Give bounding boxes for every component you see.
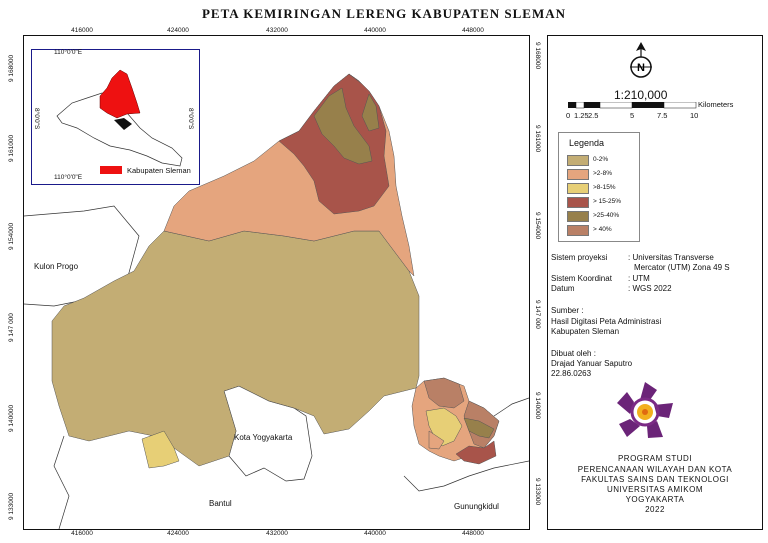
author-name: Drajad Yanuar Saputro	[551, 359, 633, 368]
source-line-2: Kabupaten Sleman	[551, 327, 620, 336]
coordinate-system-label: Sistem Koordinat	[551, 274, 612, 283]
y-tick-left-1: 9 168000	[8, 54, 15, 82]
legend-label: >2-8%	[593, 170, 612, 177]
inset-bottom-label: 110°0'0"E	[54, 174, 83, 181]
author-id: 22.86.0263	[551, 369, 592, 378]
x-tick-top-5: 448000	[462, 27, 484, 34]
scale-tick-4: 7.5	[657, 111, 668, 120]
institution-line-2: PERENCANAAN WILAYAH DAN KOTA	[577, 465, 733, 474]
slope-15-25-southeast	[455, 440, 497, 465]
inset-top-label: 110°0'0"E	[54, 49, 83, 56]
slope-map-svg	[24, 73, 529, 529]
y-tick-left-6: 9 133000	[8, 492, 15, 520]
datum-value: : WGS 2022	[628, 284, 672, 293]
x-tick-top-1: 416000	[71, 27, 93, 34]
y-tick-right-6: 9 133000	[534, 478, 541, 506]
institution-line-3: FAKULTAS SAINS DAN TEKNOLOGI	[581, 475, 729, 484]
legend: Legenda 0-2% >2-8% >8-15% > 15-25% >25-4…	[558, 132, 640, 242]
y-tick-left-3: 9 154000	[8, 222, 15, 250]
y-tick-right-2: 9 161000	[534, 125, 541, 153]
inset-province-outline	[56, 92, 183, 167]
legend-label: 0-2%	[593, 156, 609, 163]
y-tick-right-1: 9 168000	[534, 42, 541, 70]
legend-label: > 15-25%	[593, 198, 622, 205]
y-tick-right-5: 9 140000	[534, 392, 541, 420]
y-tick-left-4: 9 147 000	[8, 313, 15, 342]
author-label: Dibuat oleh :	[551, 349, 596, 358]
inset-svg	[56, 69, 183, 167]
institution-line-1: PROGRAM STUDI	[617, 454, 693, 463]
scale-tick-3: 5	[630, 111, 635, 120]
legend-swatch	[567, 155, 589, 166]
east-boundary	[493, 397, 529, 417]
label-gunungkidul: Gunungkidul	[454, 502, 499, 511]
x-tick-top-3: 432000	[266, 27, 288, 34]
slope-25-40-southeast	[463, 417, 495, 439]
x-tick-top-4: 440000	[364, 27, 386, 34]
scale-tick-2: 2.5	[588, 111, 599, 120]
institution-line-4: UNIVERSITAS AMIKOM	[607, 485, 703, 494]
label-kota-yogyakarta: Kota Yogyakarta	[234, 433, 293, 442]
y-tick-right-4: 9 147 000	[534, 300, 541, 329]
source-label: Sumber :	[551, 306, 584, 315]
slope-40-area-top	[348, 73, 370, 92]
info-panel: N 1:210,000 Kilometers 0 1.25 2.5 5 7.5 …	[547, 35, 763, 530]
slope-8-15-southwest	[141, 430, 180, 469]
y-tick-left-2: 9 161000	[8, 134, 15, 162]
projection-label: Sistem proyeksi	[551, 253, 608, 262]
slope-2-8-southeast-small	[428, 430, 445, 450]
north-arrow-icon: N	[630, 42, 652, 78]
y-tick-right-3: 9 154000	[534, 212, 541, 240]
legend-swatch	[567, 211, 589, 222]
x-tick-bottom-4: 440000	[364, 530, 386, 537]
west-boundary	[53, 435, 70, 529]
institution-line-5: YOGYAKARTA	[625, 495, 685, 504]
amikom-logo	[617, 382, 673, 438]
slope-40-southeast-1	[423, 377, 465, 409]
map-title: PETA KEMIRINGAN LERENG KABUPATEN SLEMAN	[201, 6, 567, 21]
north-letter: N	[637, 62, 645, 74]
label-kulon-progo: Kulon Progo	[34, 262, 79, 271]
scale-tick-5: 10	[690, 111, 699, 120]
inset-sleman-highlight	[99, 69, 141, 119]
legend-swatch	[567, 225, 589, 236]
inset-map: 110°0'0"E 110°0'0"E 8°0'0"S 8°0'0"S Kabu…	[31, 49, 200, 185]
projection-value-1: : Universitas Transverse	[628, 253, 714, 262]
coordinate-system-value: : UTM	[628, 274, 650, 283]
projection-value-2: Mercator (UTM) Zona 49 S	[634, 263, 730, 272]
x-tick-bottom-3: 432000	[266, 530, 288, 537]
label-bantul: Bantul	[209, 499, 232, 508]
institution-line-6: 2022	[645, 505, 665, 514]
legend-label: >25-40%	[593, 212, 620, 219]
scale-unit: Kilometers	[698, 100, 734, 109]
source-line-1: Hasil Digitasi Peta Administrasi	[551, 317, 662, 326]
x-tick-top-2: 424000	[167, 27, 189, 34]
scale-bar	[568, 102, 697, 109]
legend-swatch	[567, 169, 589, 180]
x-tick-bottom-2: 424000	[167, 530, 189, 537]
scale-tick-0: 0	[566, 111, 571, 120]
scale-tick-1: 1.25	[574, 111, 589, 120]
slope-25-40-area-1	[313, 87, 373, 165]
datum-label: Datum	[551, 284, 575, 293]
legend-title: Legenda	[569, 138, 605, 148]
gunungkidul-boundary	[403, 460, 529, 492]
inset-legend-label: Kabupaten Sleman	[127, 166, 191, 175]
inset-city-marker	[114, 118, 132, 130]
x-tick-bottom-5: 448000	[462, 530, 484, 537]
legend-swatch	[567, 183, 589, 194]
inset-legend-swatch	[100, 166, 122, 174]
x-tick-bottom-1: 416000	[71, 530, 93, 537]
map-frame: Kulon Progo Kota Yogyakarta Bantul Gunun…	[23, 35, 530, 530]
slope-0-2-area	[51, 230, 420, 467]
legend-swatch	[567, 197, 589, 208]
y-tick-left-5: 9 140000	[8, 404, 15, 432]
slope-25-40-area-2	[361, 93, 380, 132]
legend-label: > 40%	[593, 226, 612, 233]
scale-ratio: 1:210,000	[614, 88, 668, 102]
legend-label: >8-15%	[593, 184, 616, 191]
